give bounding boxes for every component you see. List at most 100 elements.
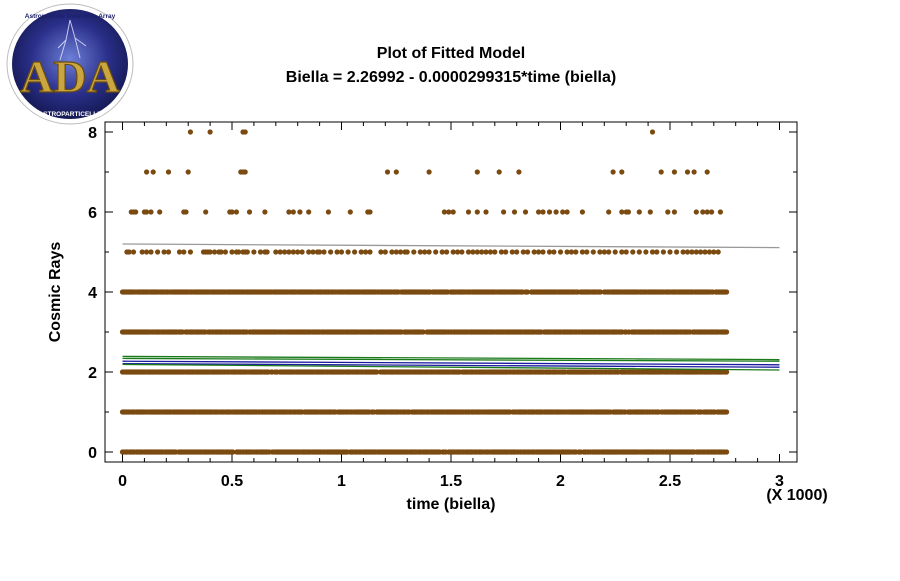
data-point (610, 169, 616, 175)
data-point (233, 209, 239, 215)
data-point (704, 209, 710, 215)
data-point (658, 169, 664, 175)
y-tick-label: 0 (88, 445, 97, 462)
data-point (433, 249, 439, 255)
data-point (496, 169, 502, 175)
data-point (724, 329, 730, 335)
logo-bottom-text: ASTROPARTICELLE (38, 111, 102, 118)
data-point (520, 249, 526, 255)
data-point (345, 249, 351, 255)
fitted-line (122, 360, 780, 366)
y-tick-label: 6 (88, 205, 97, 222)
data-point (384, 169, 391, 175)
x-tick-label: 2.5 (659, 473, 681, 490)
data-point (501, 209, 507, 215)
data-point (251, 249, 257, 255)
data-point (157, 209, 163, 215)
data-point (378, 249, 384, 255)
data-point (590, 249, 596, 255)
data-point (352, 249, 358, 255)
data-point (597, 249, 603, 255)
data-point (389, 249, 395, 255)
data-point (474, 209, 480, 215)
data-point (207, 249, 213, 255)
data-point (229, 249, 235, 255)
data-point (503, 249, 509, 255)
data-point (636, 209, 642, 215)
data-point (568, 249, 575, 255)
data-point (439, 249, 445, 255)
data-point (564, 209, 570, 215)
data-point (264, 249, 270, 255)
data-point (367, 249, 373, 255)
x-tick-label: 0 (118, 473, 127, 490)
data-point (573, 249, 579, 255)
data-point (531, 249, 537, 255)
data-point (244, 249, 250, 255)
data-point (551, 249, 557, 255)
data-point (242, 129, 248, 135)
data-point (671, 169, 678, 175)
data-point (709, 209, 715, 215)
data-point (511, 209, 518, 215)
data-point (155, 249, 161, 255)
data-point (306, 209, 312, 215)
data-point (165, 249, 172, 255)
upper-confidence-line (122, 357, 780, 362)
data-point (286, 249, 292, 255)
data-point (459, 249, 465, 255)
data-point (382, 249, 388, 255)
lower-confidence-line (122, 362, 780, 368)
data-point (724, 409, 730, 415)
data-point (230, 449, 236, 455)
data-point (700, 209, 706, 215)
data-point (290, 249, 296, 255)
data-point (619, 169, 625, 175)
data-point (181, 249, 187, 255)
data-point (667, 249, 673, 255)
upper-prediction-line (122, 355, 780, 361)
data-point (144, 249, 150, 255)
y-axis: 0 2 4 6 8 (88, 125, 797, 462)
data-point (306, 249, 312, 255)
data-point (317, 249, 323, 255)
data-point (321, 249, 327, 255)
data-point (647, 209, 653, 215)
data-point (516, 169, 522, 175)
x-tick-label: 1.5 (440, 473, 462, 490)
y-tick-label: 2 (88, 365, 97, 382)
data-point (724, 369, 730, 375)
data-point (187, 249, 193, 255)
data-point (684, 169, 691, 175)
x-axis: 0 0.5 1 1.5 2 2.5 3 (118, 122, 784, 490)
data-point (498, 249, 504, 255)
upper-5-line (122, 243, 780, 249)
data-point (426, 169, 432, 175)
data-point (257, 249, 264, 255)
data-point (282, 249, 288, 255)
data-point (148, 209, 154, 215)
data-point (540, 209, 546, 215)
data-point (649, 249, 656, 255)
data-point (465, 249, 472, 255)
data-point (286, 209, 292, 215)
data-point (509, 249, 515, 255)
data-point (536, 249, 542, 255)
data-point (148, 249, 154, 255)
data-point (450, 209, 456, 215)
data-point (693, 209, 699, 215)
data-point (465, 209, 472, 215)
data-point (601, 249, 607, 255)
data-point (612, 249, 618, 255)
y-tick-label: 4 (88, 285, 97, 302)
data-point (649, 129, 656, 135)
data-point (579, 209, 586, 215)
data-point (393, 249, 399, 255)
data-point (717, 209, 724, 215)
data-point (698, 249, 704, 255)
data-point (665, 209, 671, 215)
data-point (325, 209, 331, 215)
data-point (347, 209, 353, 215)
data-point (579, 249, 586, 255)
